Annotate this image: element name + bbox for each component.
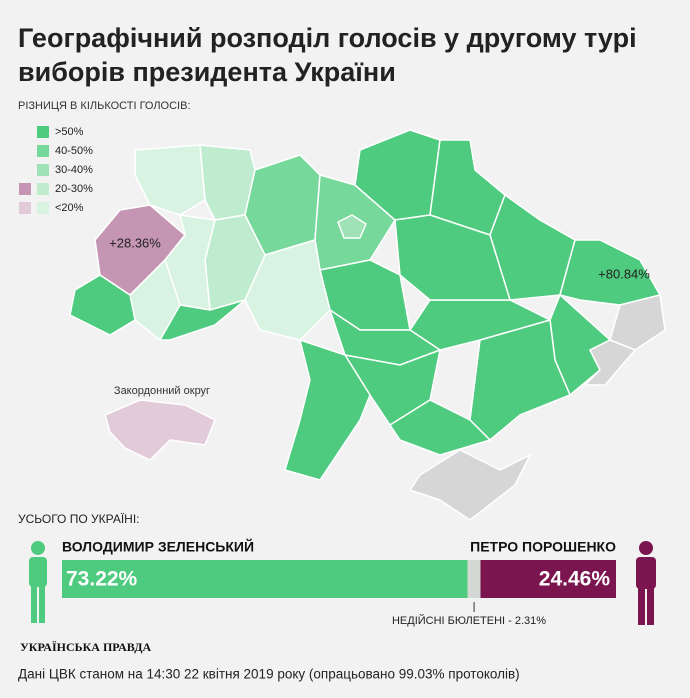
legend-swatch: [37, 183, 49, 195]
value-label: НЕДІЙСНІ БЮЛЕТЕНІ - 2.31%: [392, 614, 546, 627]
region-label: +28.36%: [109, 235, 161, 250]
region: [134, 144, 206, 216]
legend-label: <20%: [55, 202, 84, 214]
legend-label: >50%: [55, 126, 84, 138]
candidate-photo: [636, 541, 656, 625]
legend-label: 20-30%: [55, 183, 93, 195]
legend-swatch: [37, 202, 49, 214]
region: [284, 339, 371, 481]
region: [337, 214, 367, 239]
value-label: 73.22%: [66, 568, 138, 591]
source-logo: УКРАЇНСЬКА ПРАВДА: [20, 640, 152, 654]
legend-label: 40-50%: [55, 145, 93, 157]
region: [159, 299, 246, 341]
legend-swatch: [19, 202, 31, 214]
abroad-region: [104, 399, 216, 461]
region: [244, 239, 331, 341]
occupied-region: [409, 449, 531, 521]
legend-swatch: [37, 126, 49, 138]
legend-title: РІЗНИЦЯ В КІЛЬКОСТІ ГОЛОСІВ:: [18, 100, 191, 112]
region: [389, 399, 491, 456]
candidate-name: ПЕТРО ПОРОШЕНКО: [470, 539, 616, 555]
occupied-region: [609, 294, 666, 351]
bar-segment: [480, 560, 616, 598]
bar-segment: [62, 560, 468, 598]
map: +28.36% +80.84% Закордонний округ: [69, 129, 666, 521]
region: [69, 274, 136, 336]
abroad-label: Закордонний округ: [114, 385, 210, 397]
occupied-region: [584, 339, 636, 386]
legend-swatch: [37, 164, 49, 176]
footnote: Дані ЦВК станом на 14:30 22 квітня 2019 …: [18, 667, 520, 682]
total-bar: ВОЛОДИМИР ЗЕЛЕНСЬКИЙ 73.22% НЕДІЙСНІ БЮЛЕТ…: [62, 538, 616, 627]
candidate-name: ВОЛОДИМИР ЗЕЛЕНСЬКИЙ: [62, 538, 254, 555]
region-label: +80.84%: [598, 266, 650, 281]
bar-segment: [467, 560, 481, 598]
legend: >50% 40-50% 30-40% 20-30% <20%: [19, 126, 93, 214]
title: Географічний розподіл голосів у другому …: [18, 23, 637, 87]
legend-swatch: [19, 183, 31, 195]
totals-title: УСЬОГО ПО УКРАЇНІ:: [18, 512, 140, 526]
legend-label: 30-40%: [55, 164, 93, 176]
legend-swatch: [37, 145, 49, 157]
candidate-photo: [29, 541, 47, 623]
value-label: 24.46%: [539, 568, 611, 591]
